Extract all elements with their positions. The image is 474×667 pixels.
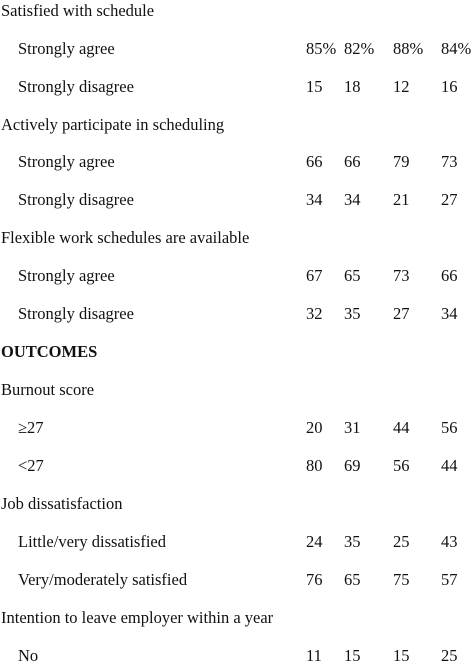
section-label: Satisfied with schedule <box>1 1 155 20</box>
cell-col-2: 82% <box>344 39 375 58</box>
row-label: Very/moderately satisfied <box>18 570 188 589</box>
cell-col-4: 43 <box>441 532 458 551</box>
row-label: ≥27 <box>18 418 44 437</box>
cell-col-1: 11 <box>306 646 322 665</box>
cell-col-2: 66 <box>344 152 361 171</box>
row-label: Strongly disagree <box>18 304 134 323</box>
cell-col-3: 25 <box>393 532 410 551</box>
cell-col-1: 32 <box>306 304 323 323</box>
cell-col-2: 65 <box>344 570 361 589</box>
cell-col-2: 35 <box>344 532 361 551</box>
cell-col-2: 35 <box>344 304 361 323</box>
cell-col-1: 67 <box>306 266 323 285</box>
cell-col-2: 34 <box>344 190 361 209</box>
cell-col-1: 15 <box>306 77 323 96</box>
cell-col-1: 24 <box>306 532 323 551</box>
table-row: No 11 15 15 25 <box>0 645 474 667</box>
cell-col-3: 79 <box>393 152 410 171</box>
table-row: <27 80 69 56 44 <box>0 455 474 477</box>
row-label: No <box>18 646 39 665</box>
table-row: Strongly disagree 34 34 21 27 <box>0 189 474 211</box>
section-header-intention-to-leave: Intention to leave employer within a yea… <box>0 607 474 629</box>
cell-col-2: 15 <box>344 646 361 665</box>
section-label: Burnout score <box>1 380 95 399</box>
cell-col-4: 66 <box>441 266 458 285</box>
cell-col-4: 27 <box>441 190 458 209</box>
section-header-actively-participate: Actively participate in scheduling <box>0 114 474 136</box>
cell-col-3: 73 <box>393 266 410 285</box>
cell-col-3: 88% <box>393 39 424 58</box>
row-label: Strongly agree <box>18 39 115 58</box>
cell-col-3: 15 <box>393 646 410 665</box>
section-header-flexible-work-schedules: Flexible work schedules are available <box>0 227 474 249</box>
cell-col-3: 75 <box>393 570 410 589</box>
section-header-outcomes: OUTCOMES <box>0 341 474 363</box>
section-label: Flexible work schedules are available <box>1 228 250 247</box>
row-label: Strongly disagree <box>18 77 134 96</box>
cell-col-4: 57 <box>441 570 458 589</box>
section-header-job-dissatisfaction: Job dissatisfaction <box>0 493 474 515</box>
cell-col-3: 21 <box>393 190 410 209</box>
row-label: Strongly agree <box>18 152 115 171</box>
table-row: Strongly agree 85% 82% 88% 84% <box>0 38 474 60</box>
cell-col-4: 25 <box>441 646 458 665</box>
cell-col-1: 80 <box>306 456 323 475</box>
table-row: ≥27 20 31 44 56 <box>0 417 474 439</box>
section-label: Job dissatisfaction <box>1 494 123 513</box>
section-header-satisfied-with-schedule: Satisfied with schedule <box>0 0 474 22</box>
cell-col-1: 20 <box>306 418 323 437</box>
row-label: Strongly agree <box>18 266 115 285</box>
cell-col-4: 56 <box>441 418 458 437</box>
cell-col-4: 34 <box>441 304 458 323</box>
section-label: Actively participate in scheduling <box>1 115 225 134</box>
cell-col-3: 12 <box>393 77 410 96</box>
section-label: Intention to leave employer within a yea… <box>1 608 274 627</box>
row-label: Strongly disagree <box>18 190 134 209</box>
table-row: Strongly disagree 32 35 27 34 <box>0 303 474 325</box>
cell-col-1: 66 <box>306 152 323 171</box>
cell-col-2: 31 <box>344 418 361 437</box>
cell-col-4: 44 <box>441 456 458 475</box>
cell-col-2: 65 <box>344 266 361 285</box>
section-label: OUTCOMES <box>1 342 98 361</box>
table-row: Strongly disagree 15 18 12 16 <box>0 76 474 98</box>
cell-col-3: 27 <box>393 304 410 323</box>
cell-col-4: 16 <box>441 77 458 96</box>
section-header-burnout-score: Burnout score <box>0 379 474 401</box>
cell-col-4: 84% <box>441 39 472 58</box>
row-label: Little/very dissatisfied <box>18 532 167 551</box>
row-label: <27 <box>18 456 44 475</box>
table-row: Strongly agree 66 66 79 73 <box>0 151 474 173</box>
cell-col-1: 76 <box>306 570 323 589</box>
cell-col-1: 34 <box>306 190 323 209</box>
cell-col-2: 69 <box>344 456 361 475</box>
table-row: Very/moderately satisfied 76 65 75 57 <box>0 569 474 591</box>
cell-col-3: 56 <box>393 456 410 475</box>
table-row: Little/very dissatisfied 24 35 25 43 <box>0 531 474 553</box>
table-row: Strongly agree 67 65 73 66 <box>0 265 474 287</box>
cell-col-2: 18 <box>344 77 361 96</box>
cell-col-3: 44 <box>393 418 410 437</box>
cell-col-1: 85% <box>306 39 337 58</box>
cell-col-4: 73 <box>441 152 458 171</box>
